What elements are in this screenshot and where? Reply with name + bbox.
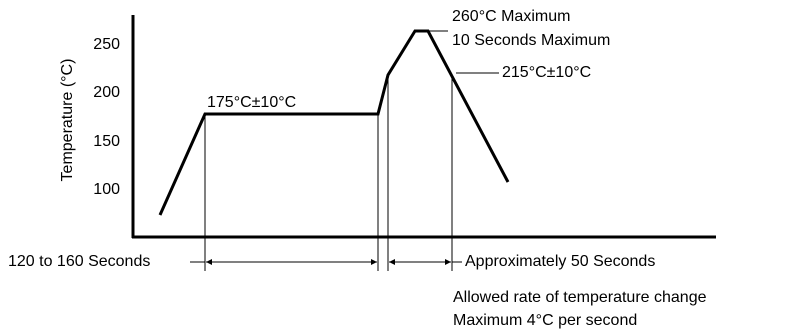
y-tick-label: 150 [93,133,120,150]
annotation: Approximately 50 Seconds [465,253,655,270]
annotation: Allowed rate of temperature change [453,289,707,306]
annotation: 260°C Maximum [452,8,570,25]
profile-line [158,29,510,216]
annotation: 10 Seconds Maximum [452,32,610,49]
y-tick-label: 200 [93,84,120,101]
annotation: 120 to 160 Seconds [8,253,150,270]
annotation: Maximum 4°C per second [453,312,637,329]
annotation: 215°C±10°C [502,64,591,81]
y-axis-title: Temperature (°C) [59,59,76,182]
annotation: 175°C±10°C [207,94,296,111]
y-tick-label: 100 [93,181,120,198]
y-tick-label: 250 [93,36,120,53]
